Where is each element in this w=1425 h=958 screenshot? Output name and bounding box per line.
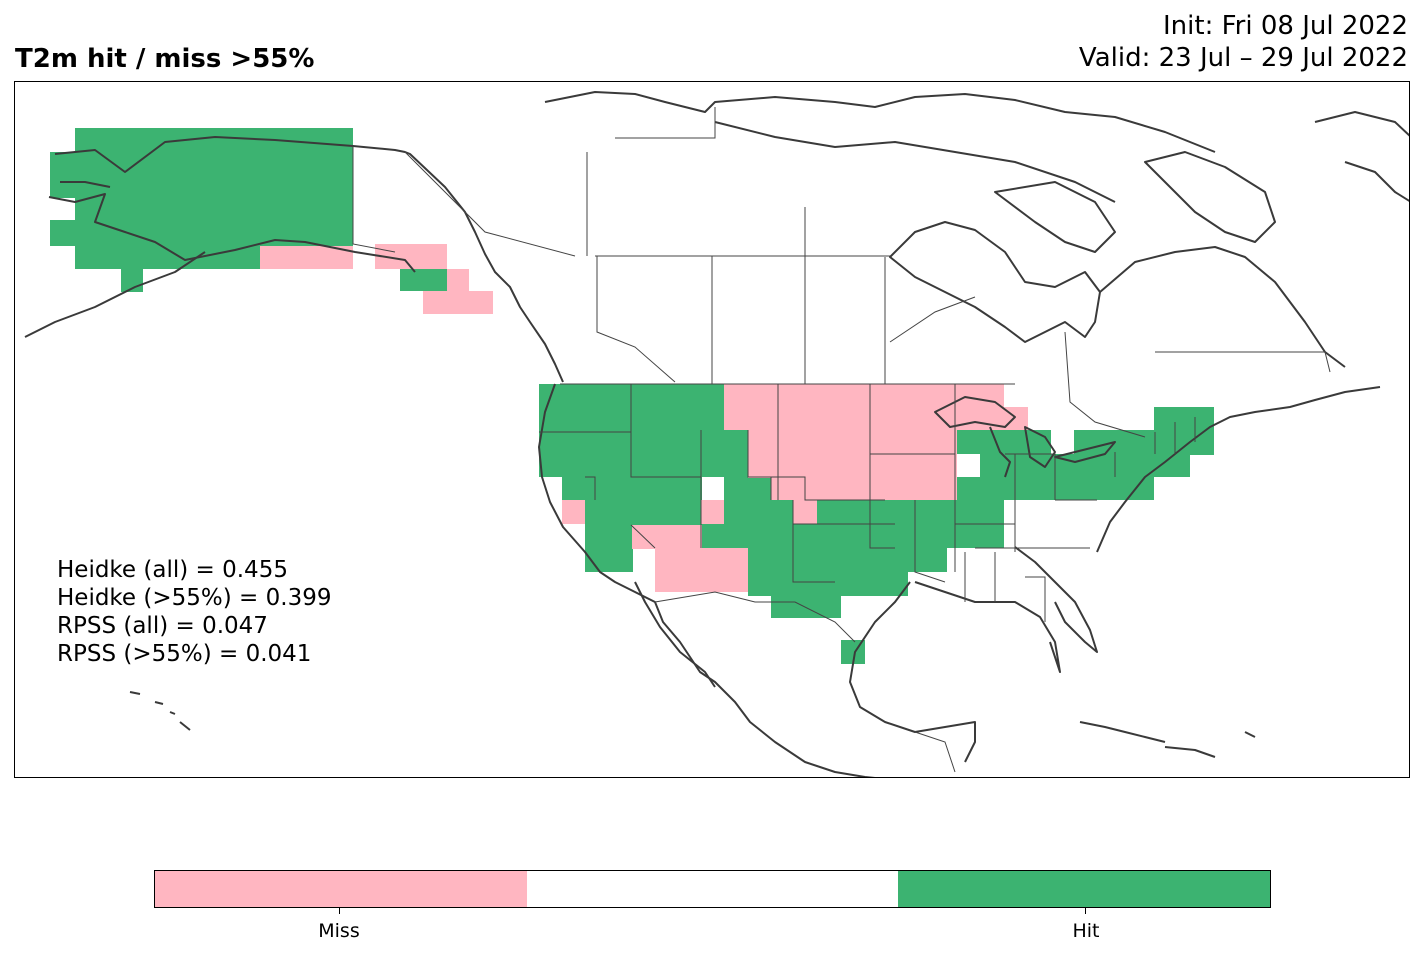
date-info: Init: Fri 08 Jul 2022 Valid: 23 Jul – 29… xyxy=(1079,10,1408,74)
heidke-55: Heidke (>55%) = 0.399 xyxy=(57,585,332,611)
cell-hit xyxy=(957,477,1005,500)
colorbar-tick-miss xyxy=(339,907,340,914)
colorbar-miss-segment xyxy=(155,871,527,907)
map-panel xyxy=(14,81,1410,778)
cell-hit xyxy=(748,572,908,596)
cell-hit xyxy=(724,500,794,524)
cell-miss xyxy=(701,500,724,524)
cell-hit xyxy=(1097,477,1133,500)
cell-miss xyxy=(632,525,702,549)
colorbar-tick-hit xyxy=(1085,907,1086,914)
rpss-55: RPSS (>55%) = 0.041 xyxy=(57,641,312,667)
political-borders xyxy=(352,107,1331,773)
cell-hit xyxy=(957,430,1005,454)
cell-hit xyxy=(75,246,260,269)
cell-hit xyxy=(724,477,771,500)
cell-miss xyxy=(655,548,748,592)
cell-hit xyxy=(632,500,702,524)
cell-miss xyxy=(887,454,957,477)
cell-hit xyxy=(400,269,447,291)
cell-miss xyxy=(423,291,493,314)
colorbar xyxy=(154,870,1271,908)
cell-hit xyxy=(50,220,76,246)
cell-miss xyxy=(562,500,585,524)
cell-hit xyxy=(701,430,748,477)
heidke-all: Heidke (all) = 0.455 xyxy=(57,557,288,583)
cell-hit xyxy=(1154,454,1190,477)
init-date: Init: Fri 08 Jul 2022 xyxy=(1163,11,1408,41)
cell-miss xyxy=(724,384,1004,430)
cell-hit xyxy=(701,524,724,548)
colorbar-hit-segment xyxy=(898,871,1271,907)
map-title: T2m hit / miss >55% xyxy=(15,44,315,74)
valid-range: Valid: 23 Jul – 29 Jul 2022 xyxy=(1078,43,1408,73)
cell-hit xyxy=(980,454,1004,477)
cell-miss xyxy=(793,500,817,524)
colorbar-label-hit: Hit xyxy=(1072,920,1100,942)
cell-hit xyxy=(75,128,353,246)
colorbar-label-miss: Miss xyxy=(318,920,360,942)
rpss-all: RPSS (all) = 0.047 xyxy=(57,613,268,639)
coastlines xyxy=(24,91,1409,777)
grid-cells xyxy=(50,128,1214,664)
scores-panel: Heidke (all) = 0.455 Heidke (>55%) = 0.3… xyxy=(57,556,331,668)
cell-hit xyxy=(50,152,76,198)
cell-hit xyxy=(585,525,633,572)
colorbar-neutral-segment xyxy=(526,871,899,907)
cell-miss xyxy=(447,269,469,291)
cell-hit xyxy=(562,477,702,500)
cell-hit xyxy=(817,548,947,572)
cell-miss xyxy=(771,477,957,500)
cell-miss xyxy=(260,246,353,269)
map-canvas xyxy=(24,91,1409,777)
